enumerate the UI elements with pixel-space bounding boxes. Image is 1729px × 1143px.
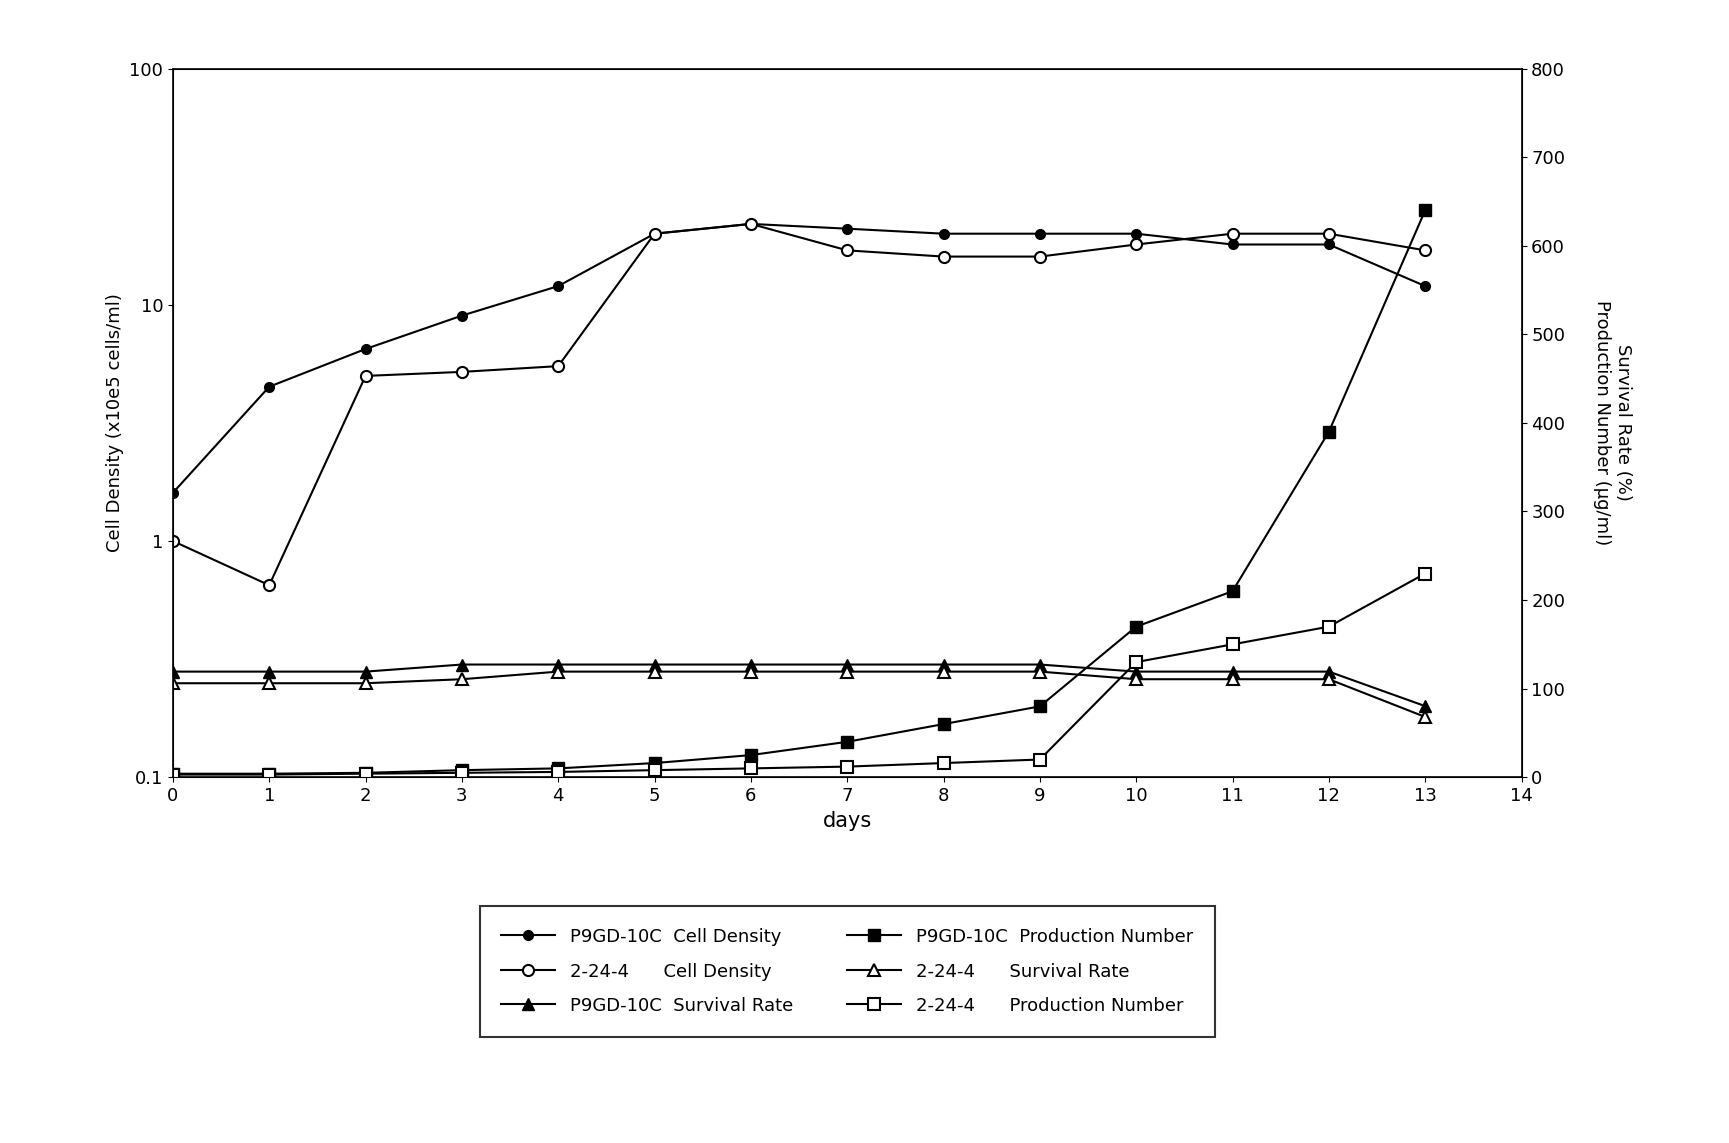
X-axis label: days: days bbox=[823, 810, 871, 831]
Y-axis label: Cell Density (x10e5 cells/ml): Cell Density (x10e5 cells/ml) bbox=[105, 294, 124, 552]
Legend: P9GD-10C  Cell Density, 2-24-4      Cell Density, P9GD-10C  Survival Rate, P9GD-: P9GD-10C Cell Density, 2-24-4 Cell Densi… bbox=[479, 906, 1215, 1037]
Y-axis label: Survival Rate (%)
Production Number (μg/ml): Survival Rate (%) Production Number (μg/… bbox=[1592, 301, 1632, 545]
